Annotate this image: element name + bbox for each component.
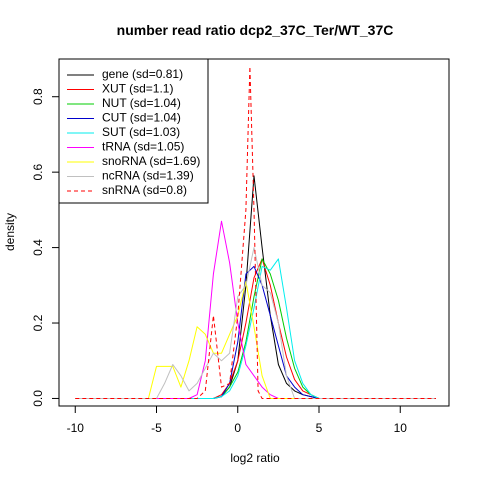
y-tick-label: 0.4 bbox=[31, 239, 45, 256]
y-axis-label: density bbox=[3, 213, 17, 251]
series-line-8 bbox=[75, 66, 436, 399]
y-tick-label: 0.6 bbox=[31, 163, 45, 180]
x-axis-label: log2 ratio bbox=[230, 451, 280, 465]
y-tick-label: 0.8 bbox=[31, 88, 45, 105]
legend-label-7: ncRNA (sd=1.39) bbox=[102, 169, 194, 183]
x-tick-label: 10 bbox=[394, 421, 408, 435]
legend-label-8: snRNA (sd=0.8) bbox=[102, 183, 187, 197]
x-tick-label: 5 bbox=[316, 421, 323, 435]
series-line-5 bbox=[75, 220, 436, 399]
legend-label-2: NUT (sd=1.04) bbox=[102, 96, 181, 110]
y-axis: 0.0 0.2 0.4 0.6 0.8 bbox=[31, 88, 60, 407]
x-tick-label: 0 bbox=[234, 421, 241, 435]
chart-title: number read ratio dcp2_37C_Ter/WT_37C bbox=[117, 22, 394, 38]
series-line-7 bbox=[75, 247, 436, 399]
y-tick-label: 0.0 bbox=[31, 390, 45, 407]
series-line-2 bbox=[75, 258, 436, 399]
x-tick-label: -5 bbox=[151, 421, 162, 435]
y-tick-label: 0.2 bbox=[31, 314, 45, 331]
legend-label-0: gene (sd=0.81) bbox=[102, 67, 183, 81]
legend-label-1: XUT (sd=1.1) bbox=[102, 82, 173, 96]
legend-label-6: snoRNA (sd=1.69) bbox=[102, 154, 200, 168]
legend-label-5: tRNA (sd=1.05) bbox=[102, 140, 184, 154]
legend-box bbox=[58, 58, 209, 204]
series-layer bbox=[75, 66, 436, 399]
legend: gene (sd=0.81)XUT (sd=1.1)NUT (sd=1.04)C… bbox=[58, 58, 209, 204]
series-line-6 bbox=[75, 281, 436, 399]
series-line-4 bbox=[75, 258, 436, 399]
x-tick-label: -10 bbox=[67, 421, 85, 435]
legend-label-4: SUT (sd=1.03) bbox=[102, 125, 180, 139]
legend-label-3: CUT (sd=1.04) bbox=[102, 111, 181, 125]
series-line-3 bbox=[75, 265, 436, 399]
x-axis: -10 -5 0 5 10 bbox=[67, 405, 408, 435]
